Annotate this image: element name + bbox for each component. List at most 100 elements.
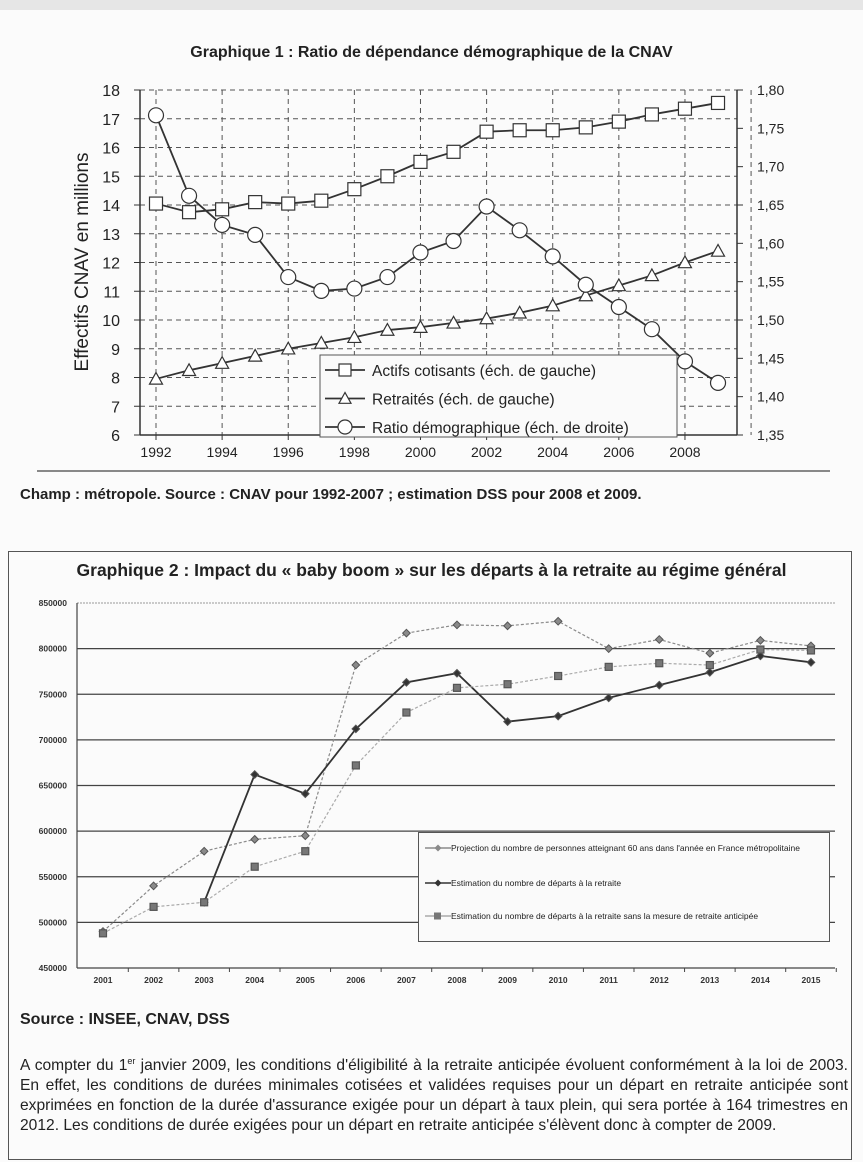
data-point [346, 329, 362, 344]
data-point [248, 195, 263, 210]
y2-tick-label: 1,60 [757, 235, 784, 251]
data-point [578, 287, 594, 302]
explanation-paragraph: A compter du 1er janvier 2009, les condi… [20, 1051, 848, 1136]
data-point [604, 644, 614, 654]
x-tick-label: 2001 [94, 975, 113, 985]
data-point [452, 683, 462, 692]
y-tick-label: 10 [102, 313, 120, 330]
data-point [149, 881, 159, 891]
x-tick-label: 2006 [346, 975, 365, 985]
y-tick-label: 650000 [39, 781, 68, 791]
data-point [643, 321, 661, 338]
data-point [149, 902, 158, 911]
y2-tick-label: 1,40 [757, 389, 784, 405]
y-tick-label: 16 [102, 141, 120, 158]
x-tick-label: 1992 [140, 444, 171, 460]
y-tick-label: 850000 [39, 598, 68, 608]
x-tick-label: 2000 [405, 444, 436, 460]
data-point [755, 635, 765, 645]
x-tick-label: 2008 [669, 444, 700, 460]
data-point [655, 659, 664, 668]
data-point [709, 374, 727, 391]
chart1-title: Graphique 1 : Ratio de dépendance démogr… [190, 44, 673, 61]
data-point [247, 226, 264, 243]
legend-label: Projection du nombre de personnes atteig… [451, 843, 800, 853]
data-point [346, 280, 363, 297]
data-point [511, 222, 528, 239]
data-point [250, 770, 260, 780]
x-tick-label: 2007 [397, 975, 416, 985]
data-point [512, 123, 527, 138]
chart1-source: Champ : métropole. Source : CNAV pour 19… [20, 486, 642, 503]
data-point [214, 355, 230, 369]
data-point [677, 254, 693, 269]
data-point [148, 196, 164, 211]
data-point [503, 717, 513, 727]
data-point [413, 154, 428, 169]
data-point [281, 196, 296, 211]
data-point [610, 298, 627, 316]
data-point [380, 169, 395, 184]
data-point [545, 123, 560, 138]
y-tick-label: 600000 [39, 826, 68, 836]
y2-tick-label: 1,70 [757, 159, 784, 175]
y-tick-label: 800000 [39, 644, 68, 654]
data-point [756, 645, 765, 654]
scan-border [0, 0, 863, 10]
data-point [148, 371, 164, 385]
data-point [445, 232, 462, 250]
data-point [604, 693, 614, 703]
data-point [806, 657, 816, 667]
x-tick-label: 2005 [296, 975, 315, 985]
data-point [478, 198, 495, 215]
data-point [347, 182, 362, 197]
legend-label: Estimation du nombre de départs à la ret… [451, 878, 622, 888]
data-point [412, 319, 428, 333]
data-point [755, 651, 765, 661]
legend-label: Ratio démographique (éch. de droite) [372, 420, 629, 437]
data-point [654, 634, 664, 645]
x-tick-label: 2004 [245, 975, 264, 985]
data-point [806, 646, 816, 655]
data-point [280, 341, 296, 355]
data-point [503, 680, 512, 689]
data-point [181, 205, 197, 220]
data-point [452, 620, 462, 630]
legend-label: Estimation du nombre de départs à la ret… [451, 911, 759, 921]
legend-swatch [425, 843, 451, 853]
y-tick-label: 9 [111, 342, 120, 359]
data-point [250, 834, 260, 844]
data-point [401, 628, 411, 638]
data-point [644, 107, 660, 122]
data-point [705, 648, 715, 658]
x-tick-label: 2003 [195, 975, 214, 985]
data-point [200, 898, 209, 907]
data-point [545, 297, 561, 312]
x-tick-label: 2002 [471, 444, 502, 460]
y-tick-label: 8 [111, 371, 120, 388]
legend-marker [337, 419, 353, 435]
data-point [401, 677, 411, 687]
x-tick-label: 2015 [802, 975, 821, 985]
data-point [215, 202, 230, 217]
y-axis-label: Effectifs CNAV en millions [72, 153, 93, 372]
y2-tick-label: 1,50 [757, 312, 784, 328]
y2-tick-label: 1,45 [757, 350, 784, 366]
data-point [503, 621, 513, 631]
data-point [705, 660, 714, 670]
data-point [402, 708, 411, 717]
x-tick-label: 1998 [339, 444, 370, 460]
data-point [710, 243, 726, 257]
x-tick-label: 2006 [603, 444, 634, 460]
y-tick-label: 11 [103, 284, 120, 301]
data-point [644, 267, 660, 282]
legend-marker [337, 391, 353, 404]
chart2-title: Graphique 2 : Impact du « baby boom » su… [76, 560, 787, 580]
legend-swatch [425, 878, 451, 888]
data-point [313, 335, 329, 349]
x-tick-label: 2014 [751, 975, 770, 985]
data-point [578, 120, 593, 135]
legend-item: Estimation du nombre de départs à la ret… [425, 911, 811, 922]
data-point [351, 724, 361, 734]
